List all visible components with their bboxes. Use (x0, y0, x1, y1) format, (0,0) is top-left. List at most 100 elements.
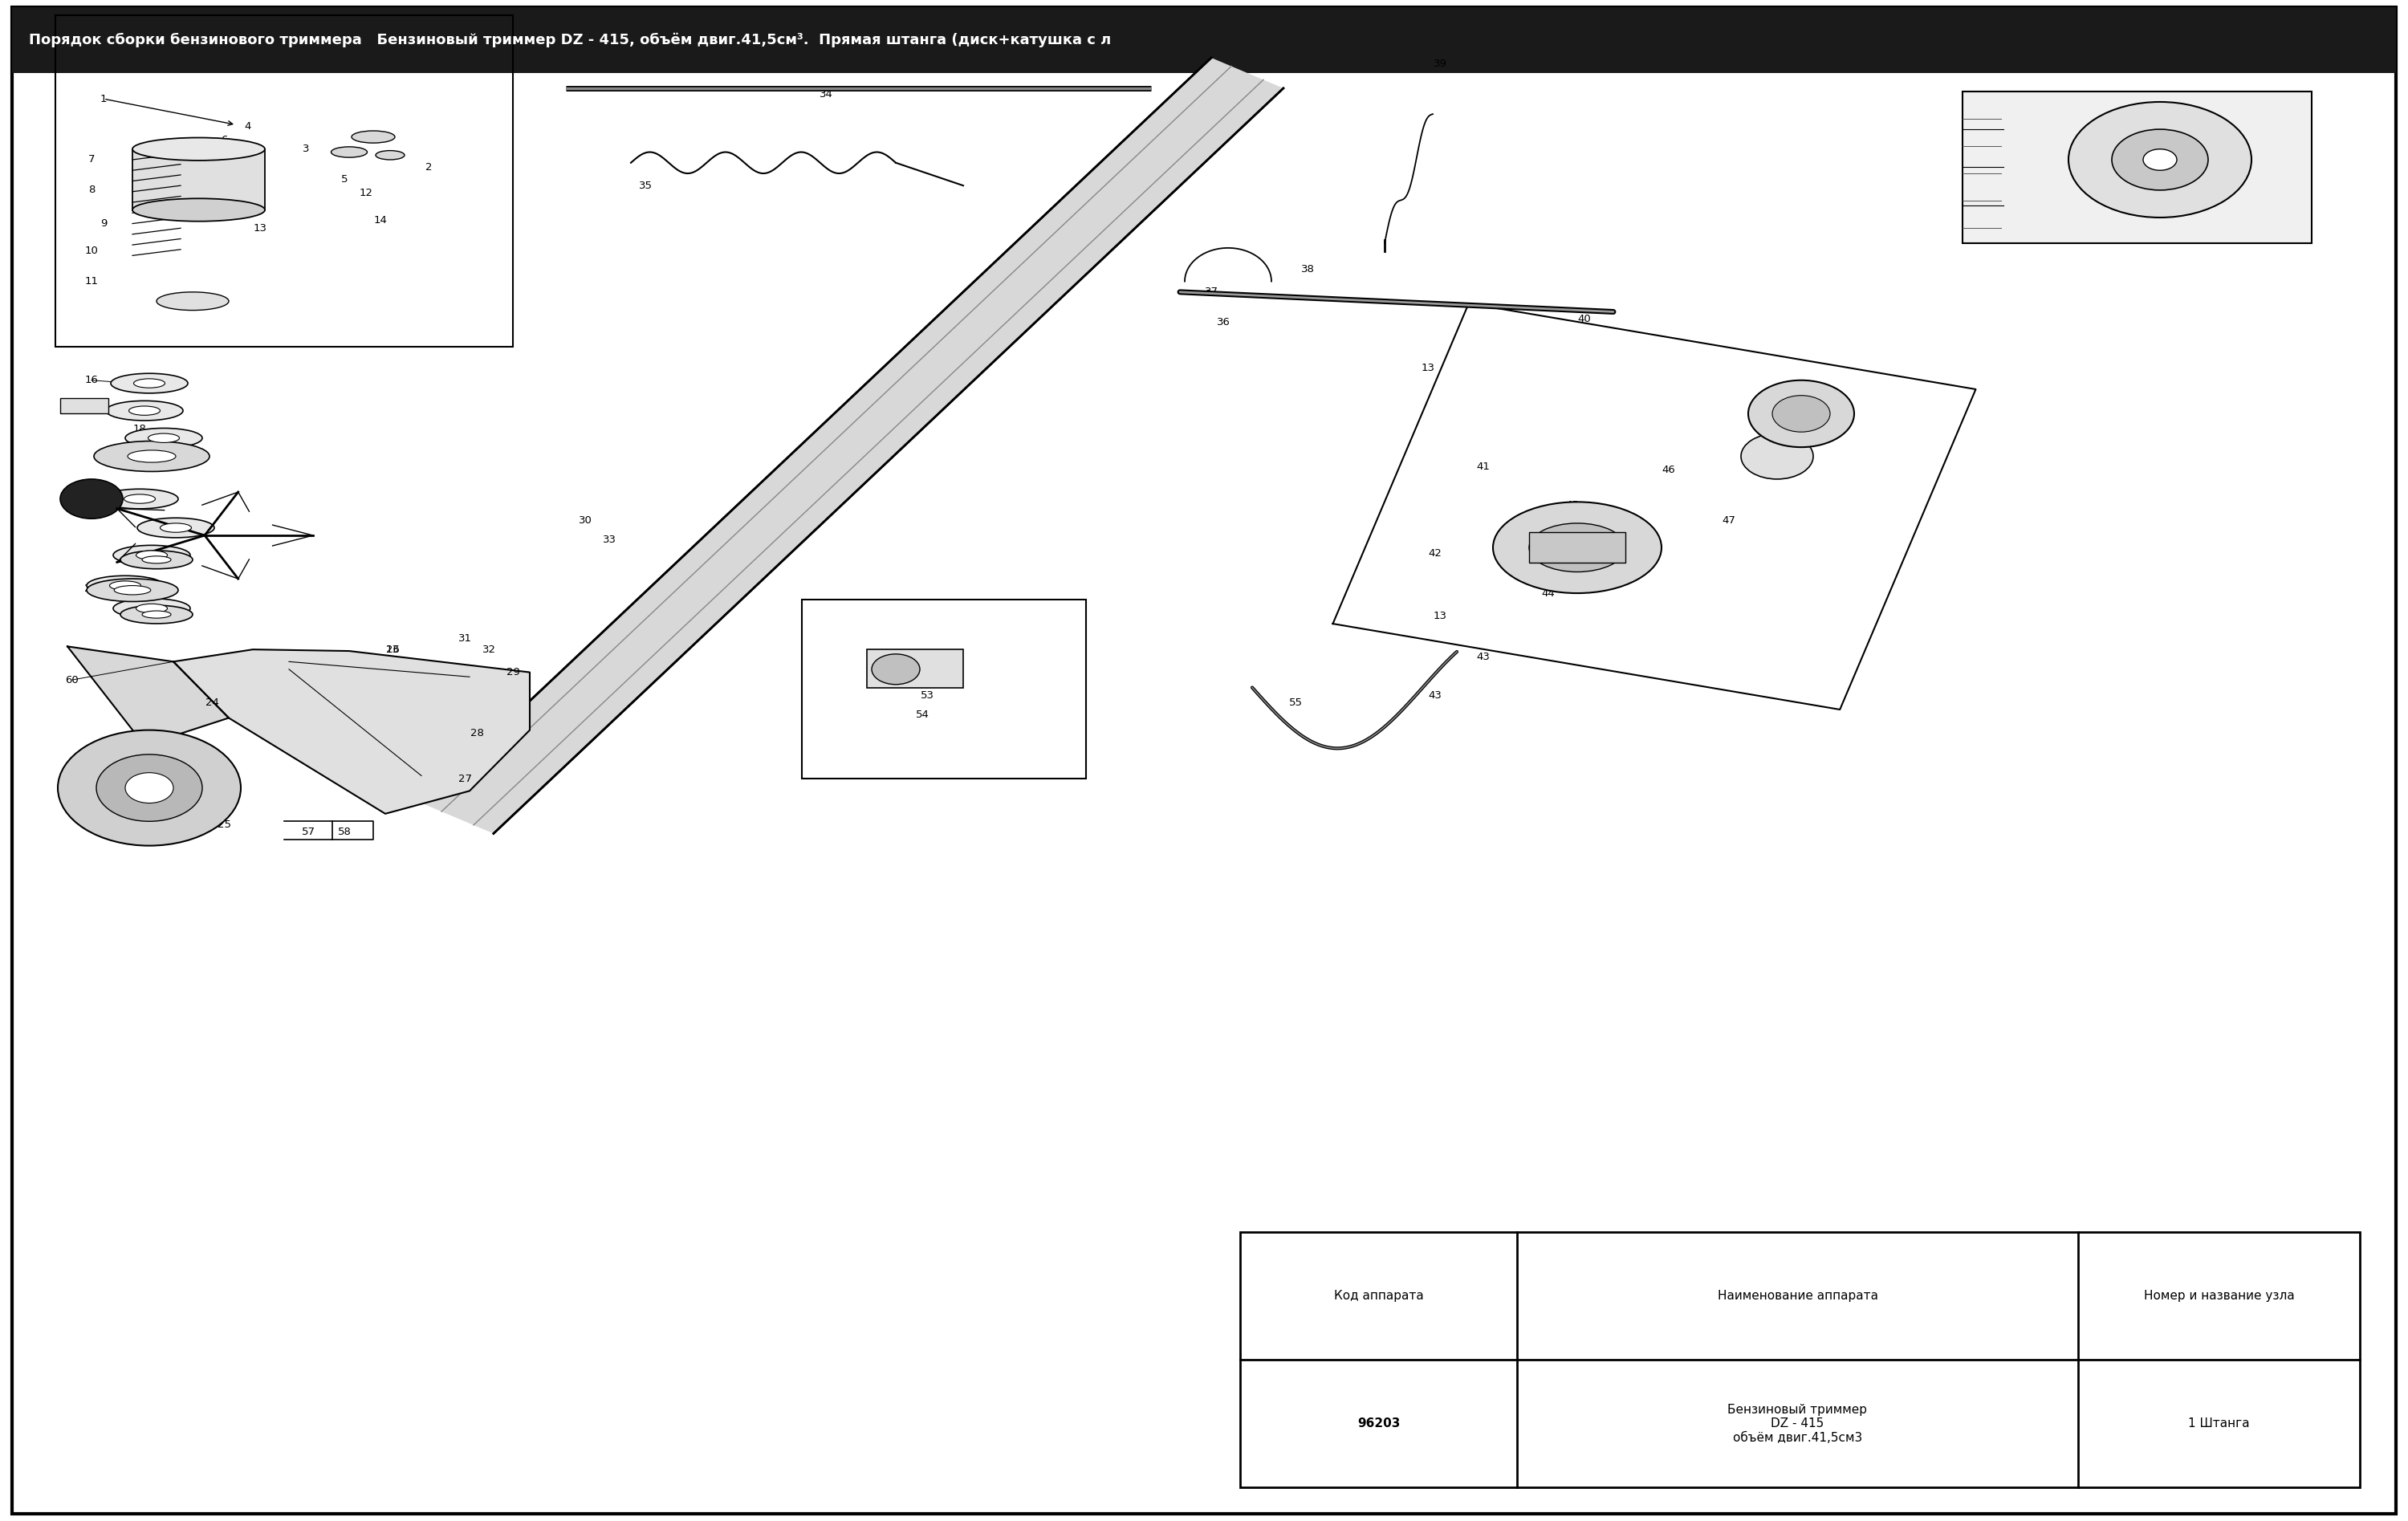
Circle shape (2112, 129, 2208, 190)
Ellipse shape (101, 488, 178, 508)
Text: 21: 21 (120, 554, 135, 563)
Text: 50: 50 (2083, 97, 2097, 106)
Circle shape (58, 730, 241, 846)
Text: 22: 22 (84, 584, 99, 593)
Ellipse shape (120, 605, 193, 624)
Text: 10: 10 (84, 246, 99, 256)
Ellipse shape (111, 581, 140, 590)
Text: 2: 2 (426, 163, 431, 172)
Text: 4: 4 (246, 122, 250, 131)
Bar (60, 399, 108, 414)
Ellipse shape (113, 598, 190, 619)
Ellipse shape (106, 402, 183, 421)
Bar (12, 8, 2396, 73)
Ellipse shape (87, 578, 178, 602)
Ellipse shape (94, 441, 209, 472)
Text: Порядок сборки бензинового триммера   Бензиновый триммер DZ - 415, объём двиг.41: Порядок сборки бензинового триммера Бенз… (29, 33, 1110, 47)
Text: 59: 59 (60, 777, 75, 786)
Circle shape (2068, 102, 2251, 218)
Text: 33: 33 (602, 535, 616, 545)
Ellipse shape (125, 429, 202, 449)
Circle shape (60, 479, 123, 519)
Text: 13: 13 (1421, 364, 1435, 373)
Ellipse shape (137, 517, 214, 538)
Ellipse shape (135, 551, 166, 560)
Text: 43: 43 (1476, 653, 1491, 662)
Text: 52: 52 (922, 668, 937, 677)
Text: 6: 6 (1630, 538, 1635, 548)
Text: 53: 53 (920, 691, 934, 700)
Ellipse shape (135, 379, 164, 388)
Polygon shape (421, 58, 1283, 834)
Text: 34: 34 (819, 90, 833, 99)
Text: 39: 39 (1433, 59, 1447, 68)
Bar (1529, 532, 1625, 563)
Text: 9: 9 (101, 219, 106, 228)
Bar (867, 649, 963, 687)
Text: 29: 29 (506, 668, 520, 677)
Text: 11: 11 (84, 277, 99, 286)
Ellipse shape (125, 494, 154, 503)
Ellipse shape (113, 586, 152, 595)
Text: 36: 36 (1216, 318, 1230, 327)
Text: Код аппарата: Код аппарата (1334, 1290, 1423, 1302)
Text: 24: 24 (205, 698, 219, 707)
Text: 16: 16 (84, 376, 99, 385)
Text: 56: 56 (108, 455, 123, 464)
Ellipse shape (142, 611, 171, 618)
Text: 58: 58 (337, 827, 352, 837)
Circle shape (1772, 395, 1830, 432)
Polygon shape (173, 649, 530, 814)
Bar (1240, 1232, 2360, 1488)
Bar (1963, 91, 2312, 243)
Text: Бензиновый триммер
DZ - 415
объём двиг.41,5см3: Бензиновый триммер DZ - 415 объём двиг.4… (1729, 1404, 1869, 1443)
Text: 12: 12 (359, 189, 373, 198)
Text: 41: 41 (1476, 462, 1491, 472)
Text: 28: 28 (470, 729, 484, 738)
Ellipse shape (130, 406, 159, 415)
Text: 42: 42 (1428, 549, 1442, 558)
Ellipse shape (352, 131, 395, 143)
Text: 17: 17 (60, 402, 75, 411)
Text: Наименование аппарата: Наименование аппарата (1717, 1290, 1878, 1302)
Text: 18: 18 (132, 424, 147, 433)
Text: 48: 48 (1765, 455, 1780, 464)
Text: 26: 26 (385, 645, 400, 654)
Ellipse shape (159, 523, 193, 532)
Circle shape (1741, 433, 1813, 479)
Ellipse shape (1493, 502, 1662, 593)
Text: 23: 23 (120, 607, 135, 616)
Text: 55: 55 (1288, 698, 1303, 707)
Text: 45: 45 (1565, 500, 1580, 510)
Text: 37: 37 (1204, 287, 1218, 297)
Ellipse shape (135, 604, 166, 613)
Text: 44: 44 (1541, 589, 1556, 598)
Text: 8: 8 (89, 186, 94, 195)
Ellipse shape (113, 545, 190, 566)
Text: 49: 49 (1789, 409, 1804, 418)
Text: 27: 27 (458, 774, 472, 783)
Text: Номер и название узла: Номер и название узла (2143, 1290, 2295, 1302)
Text: 46: 46 (1662, 465, 1676, 475)
Text: 1: 1 (101, 94, 106, 103)
Text: 30: 30 (578, 516, 592, 525)
Text: 19: 19 (60, 493, 75, 502)
Text: 13: 13 (253, 224, 267, 233)
Text: 35: 35 (638, 181, 653, 190)
Text: 38: 38 (1300, 265, 1315, 274)
Circle shape (2143, 149, 2177, 170)
Text: 47: 47 (1722, 516, 1736, 525)
Text: 5: 5 (342, 175, 347, 184)
Circle shape (96, 754, 202, 821)
Ellipse shape (330, 148, 366, 158)
Polygon shape (67, 646, 229, 745)
Ellipse shape (128, 450, 176, 462)
Text: 25: 25 (217, 820, 231, 829)
Ellipse shape (157, 292, 229, 310)
Circle shape (1748, 380, 1854, 447)
Text: 51: 51 (927, 653, 942, 662)
Ellipse shape (120, 551, 193, 569)
Text: 6: 6 (222, 135, 226, 144)
Circle shape (872, 654, 920, 684)
Ellipse shape (142, 557, 171, 563)
